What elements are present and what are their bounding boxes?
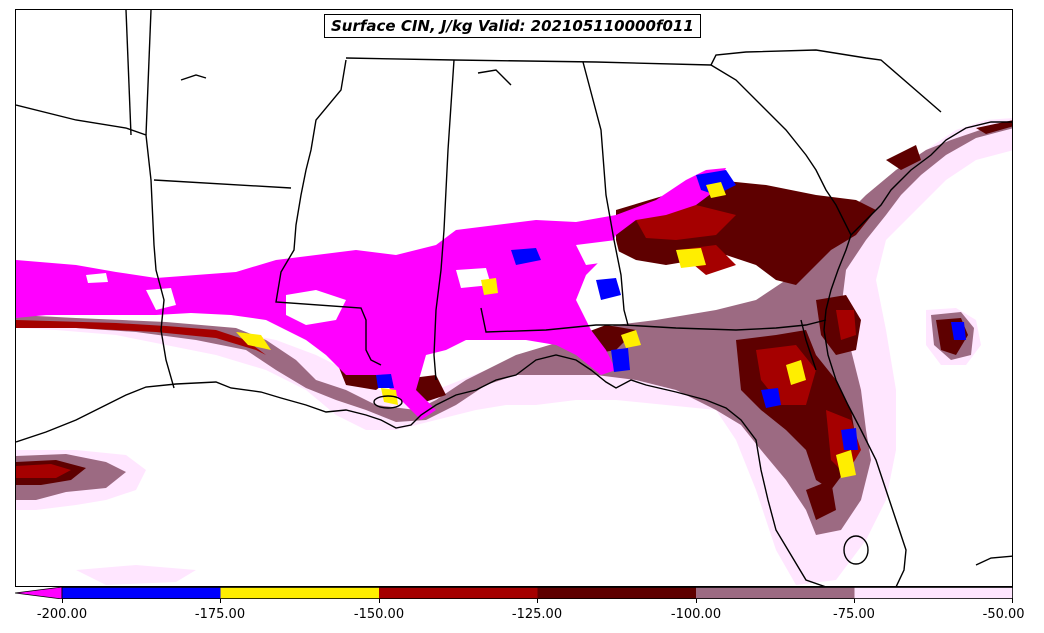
cin-contour-darkred <box>886 145 921 170</box>
border-ok-tx <box>16 104 155 246</box>
colorbar-tick <box>379 599 380 603</box>
cin-contour-yellow <box>786 360 806 385</box>
cin-contour-blue <box>951 322 966 340</box>
colorbar-tick-label: -200.00 <box>36 607 88 622</box>
colorbar-segment-mauve <box>696 587 855 599</box>
colorbar-outline <box>61 587 1013 599</box>
colorbar-tick-label: -175.00 <box>194 607 246 622</box>
border-ar-la <box>153 179 292 189</box>
cin-contour-blue <box>841 428 858 450</box>
cin-shading <box>16 118 1012 585</box>
border-al-ga <box>582 61 629 326</box>
lake-pontchartrain <box>373 395 403 409</box>
colorbar-segment-blue <box>62 587 221 599</box>
cin-contour-blue <box>696 170 736 195</box>
map-title: Surface CIN, J/kg Valid: 202105110000f01… <box>324 14 701 38</box>
colorbar-tick-label: -50.00 <box>982 607 1025 622</box>
lake-tennessee <box>477 69 512 86</box>
colorbar-segment-red <box>379 587 538 599</box>
colorbar-segment-darkred <box>537 587 696 599</box>
lake-okeechobee <box>843 535 869 565</box>
border-al-fl <box>480 307 624 333</box>
cin-contour-blue <box>611 348 630 372</box>
political-boundaries <box>16 10 1012 586</box>
colorbar-tick <box>696 599 697 603</box>
cin-contour-blue <box>596 278 621 300</box>
colorbar-tick <box>854 599 855 603</box>
border-tx-la <box>153 244 175 389</box>
border-ga-fl <box>623 319 827 331</box>
cin-contour-yellow <box>481 278 498 295</box>
cin-contour-magenta <box>16 168 726 420</box>
border-mo-ar <box>125 10 132 136</box>
border-mississippi-river <box>275 59 382 366</box>
cin-contour-mauve <box>16 122 1012 535</box>
cin-contour-pink <box>76 565 196 585</box>
cin-contour-pink <box>16 118 1012 585</box>
colorbar-tick-label: -75.00 <box>833 607 875 622</box>
cin-contour-blue <box>761 388 781 408</box>
colorbar-tick <box>537 599 538 603</box>
cin-contour-blue <box>376 374 394 388</box>
colorbar-tick-label: -125.00 <box>511 607 563 622</box>
cin-contour-red <box>16 464 71 478</box>
cin-contour-pink <box>496 388 536 405</box>
cin-contour-darkred <box>976 120 1012 134</box>
colorbar-segment-pink <box>854 587 1013 599</box>
florida-tip <box>975 555 1012 566</box>
colorbar-tick <box>62 599 63 603</box>
gulf-coastline <box>16 354 826 586</box>
colorbar-tick-label: -150.00 <box>353 607 405 622</box>
cin-contour-yellow <box>836 450 856 478</box>
cin-map <box>16 10 1012 586</box>
colorbar-extend-min <box>15 587 63 599</box>
cin-contour-red <box>836 310 856 340</box>
colorbar-tick-label: -100.00 <box>670 607 722 622</box>
florida-interior-line <box>800 319 817 371</box>
map-panel <box>15 9 1013 587</box>
colorbar <box>15 587 1013 599</box>
cin-contour-yellow <box>676 248 706 268</box>
cin-hole <box>146 288 176 310</box>
border-nc-sc <box>710 49 942 113</box>
border-tn-south <box>345 57 712 66</box>
border-ar-north <box>145 10 152 136</box>
cin-hole <box>286 290 346 325</box>
colorbar-tick <box>220 599 221 603</box>
atlantic-coastline <box>823 121 1012 586</box>
cin-contour-red <box>16 320 266 355</box>
cin-contour-darkred <box>806 480 836 520</box>
lake-oklahoma <box>180 74 207 81</box>
cin-hole <box>576 240 621 265</box>
colorbar-tick <box>1012 599 1013 603</box>
cin-contour-yellow <box>621 330 641 348</box>
border-ms-al <box>433 59 455 381</box>
border-ga-sc <box>710 64 852 236</box>
cin-hole <box>86 273 108 283</box>
colorbar-segment-yellow <box>220 587 379 599</box>
cin-contour-blue <box>511 248 541 265</box>
cin-contour-yellow <box>706 182 726 198</box>
cin-contour-yellow <box>236 332 271 350</box>
